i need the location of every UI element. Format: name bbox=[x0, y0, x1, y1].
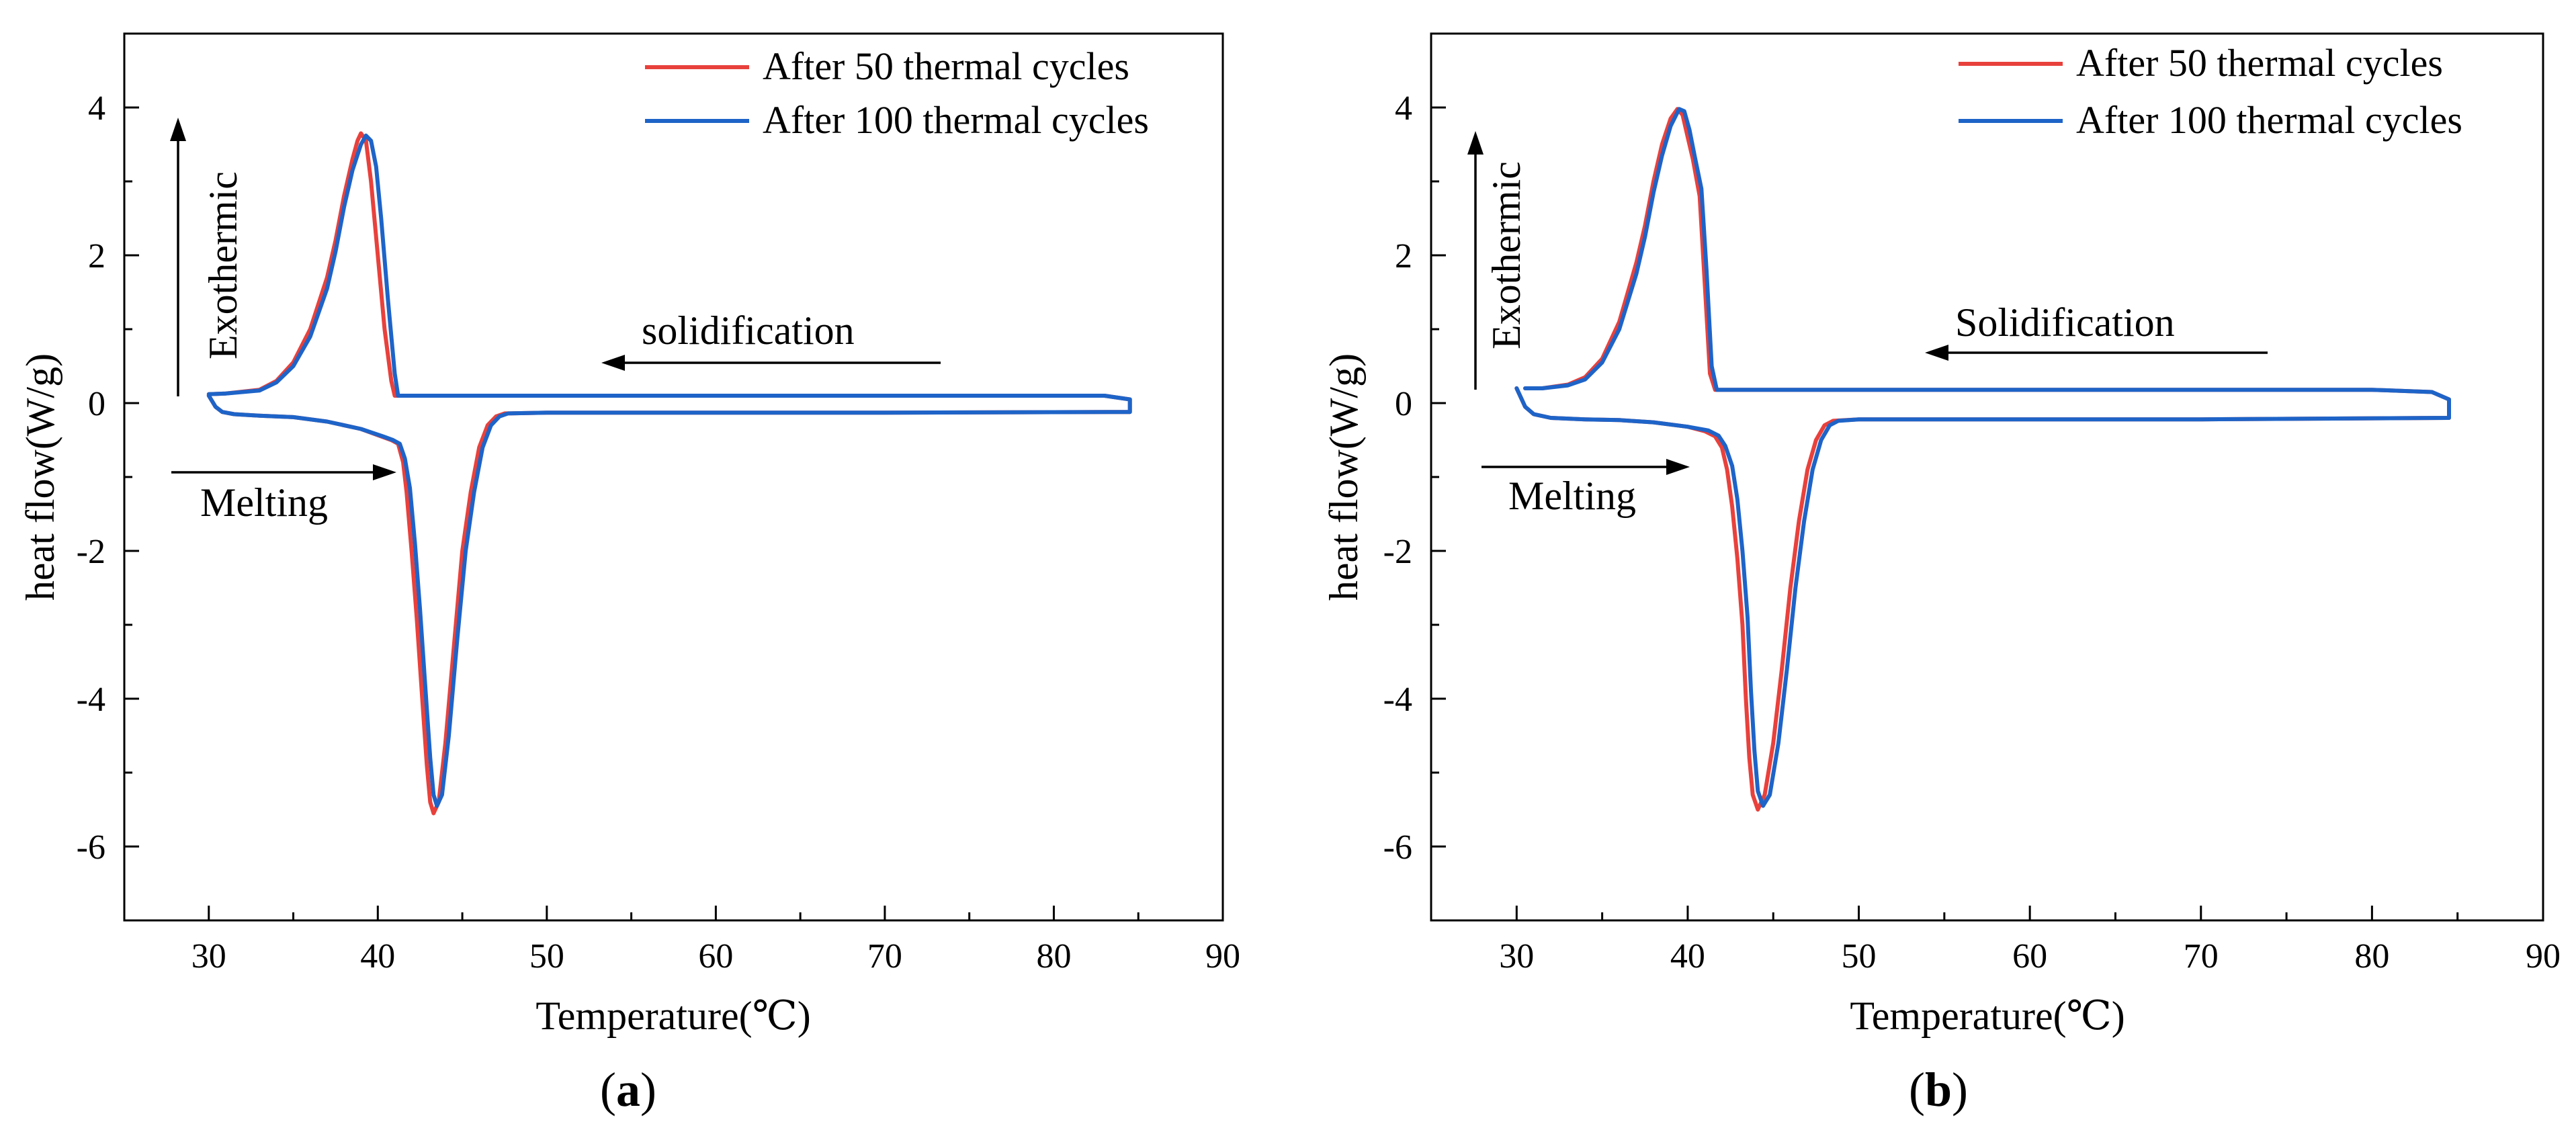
solidification-label: solidification bbox=[642, 308, 855, 353]
melting-arrow bbox=[1482, 459, 1690, 475]
y-axis-title: heat flow(W/g) bbox=[18, 353, 62, 601]
x-tick-label: 70 bbox=[2184, 937, 2219, 975]
legend-label-series-2: After 100 thermal cycles bbox=[2076, 98, 2462, 142]
series-line-1 bbox=[1514, 107, 2451, 812]
solidification-label: Solidification bbox=[1955, 300, 2175, 345]
x-tick-label: 40 bbox=[1670, 937, 1705, 975]
y-tick-label: -4 bbox=[1383, 681, 1412, 719]
panel-a-chart: 30 40 50 60 70 80 90 -6 -4 -2 0 2 4 After 50 therma… bbox=[18, 32, 1240, 1038]
x-tick-label: 60 bbox=[698, 937, 733, 975]
exothermic-label: Exothermic bbox=[1484, 161, 1529, 349]
x-tick-label: 60 bbox=[2012, 937, 2047, 975]
x-axis: 30 40 50 60 70 80 90 bbox=[123, 906, 1240, 975]
y-axis-title: heat flow(W/g) bbox=[1322, 353, 1366, 601]
melting-label: Melting bbox=[200, 480, 328, 525]
exothermic-arrow bbox=[170, 118, 186, 396]
melting-label: Melting bbox=[1508, 474, 1636, 518]
x-tick-label: 40 bbox=[360, 937, 395, 975]
series-layer bbox=[1514, 107, 2451, 812]
x-axis-title: Temperature(℃) bbox=[535, 994, 810, 1038]
x-axis: 30 40 50 60 70 80 90 bbox=[1430, 906, 2561, 975]
x-tick-label: 90 bbox=[2526, 937, 2561, 975]
series-layer bbox=[206, 131, 1132, 816]
y-tick-label: 0 bbox=[88, 385, 105, 423]
solidification-arrow bbox=[1925, 345, 2268, 361]
y-axis: -6 -4 -2 0 2 4 bbox=[77, 32, 139, 922]
legend: After 50 thermal cycles After 100 therma… bbox=[645, 44, 1149, 142]
melting-arrow bbox=[171, 464, 396, 480]
panel-b-chart: 30 40 50 60 70 80 90 -6 -4 -2 0 2 4 After 50 therma… bbox=[1322, 32, 2561, 1038]
x-tick-label: 80 bbox=[2354, 937, 2389, 975]
x-tick-label: 50 bbox=[529, 937, 564, 975]
panel-b-caption: (b) bbox=[1909, 1063, 1968, 1117]
panel-a-caption: (a) bbox=[600, 1063, 656, 1117]
solidification-arrow bbox=[601, 355, 941, 371]
y-tick-label: -6 bbox=[77, 828, 105, 867]
x-axis-title: Temperature(℃) bbox=[1850, 994, 2124, 1038]
x-tick-label: 30 bbox=[191, 937, 226, 975]
y-tick-label: 2 bbox=[88, 237, 105, 275]
legend-label-series-2: After 100 thermal cycles bbox=[763, 98, 1149, 142]
series-line-2 bbox=[206, 133, 1132, 808]
x-tick-label: 50 bbox=[1842, 937, 1877, 975]
exothermic-label: Exothermic bbox=[201, 171, 245, 359]
y-tick-label: -2 bbox=[1383, 533, 1412, 571]
y-tick-label: 2 bbox=[1395, 237, 1412, 275]
series-line-2 bbox=[1514, 107, 2451, 808]
legend: After 50 thermal cycles After 100 therma… bbox=[1959, 41, 2462, 142]
x-tick-label: 30 bbox=[1499, 937, 1534, 975]
x-tick-label: 80 bbox=[1036, 937, 1071, 975]
y-tick-label: -6 bbox=[1383, 828, 1412, 867]
y-tick-label: 4 bbox=[1395, 89, 1412, 128]
y-tick-label: -4 bbox=[77, 681, 105, 719]
plot-frame bbox=[123, 32, 1224, 922]
y-tick-label: 4 bbox=[88, 89, 105, 128]
y-tick-label: 0 bbox=[1395, 385, 1412, 423]
x-tick-label: 70 bbox=[867, 937, 902, 975]
y-axis: -6 -4 -2 0 2 4 bbox=[1383, 32, 1446, 922]
exothermic-arrow bbox=[1467, 131, 1484, 390]
y-tick-label: -2 bbox=[77, 533, 105, 571]
legend-label-series-1: After 50 thermal cycles bbox=[2076, 41, 2443, 85]
x-tick-label: 90 bbox=[1205, 937, 1240, 975]
legend-label-series-1: After 50 thermal cycles bbox=[763, 44, 1129, 88]
